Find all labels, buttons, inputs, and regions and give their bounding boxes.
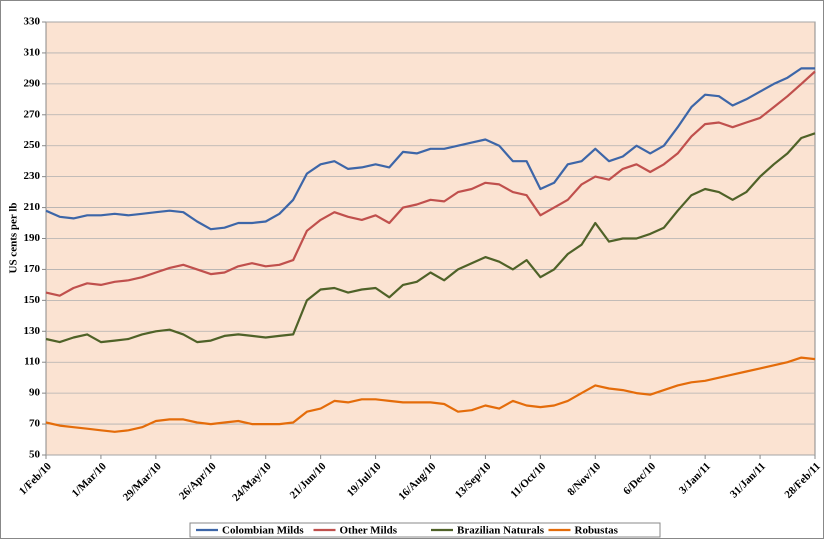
legend-label: Other Milds [340, 525, 398, 537]
series-line [45, 67, 815, 231]
y-tick-label: 130 [24, 325, 41, 337]
y-tick-label: 190 [24, 232, 41, 244]
y-tick-label: 90 [29, 387, 41, 399]
y-tick-label: 150 [24, 294, 41, 306]
y-tick-label: 230 [24, 170, 41, 182]
y-tick-label: 290 [24, 77, 41, 89]
legend-label: Robustas [575, 525, 619, 537]
y-tick-label: 170 [24, 263, 41, 275]
y-tick-label: 50 [29, 449, 41, 461]
legend-label: Brazilian Naturals [457, 525, 545, 537]
series-line [45, 356, 816, 433]
y-tick-label: 270 [24, 108, 41, 120]
legend-label: Colombian Milds [222, 525, 304, 537]
y-tick-label: 310 [24, 46, 41, 58]
y-tick-label: 330 [24, 16, 41, 28]
y-tick-label: 110 [24, 356, 40, 368]
y-tick-label: 70 [29, 418, 41, 430]
y-tick-label: 210 [24, 201, 41, 213]
series-line [45, 132, 816, 344]
y-tick-label: 250 [24, 139, 41, 151]
legend-box [189, 522, 661, 538]
series-line [45, 70, 816, 297]
y-axis-label: US cents per lb [8, 203, 20, 274]
